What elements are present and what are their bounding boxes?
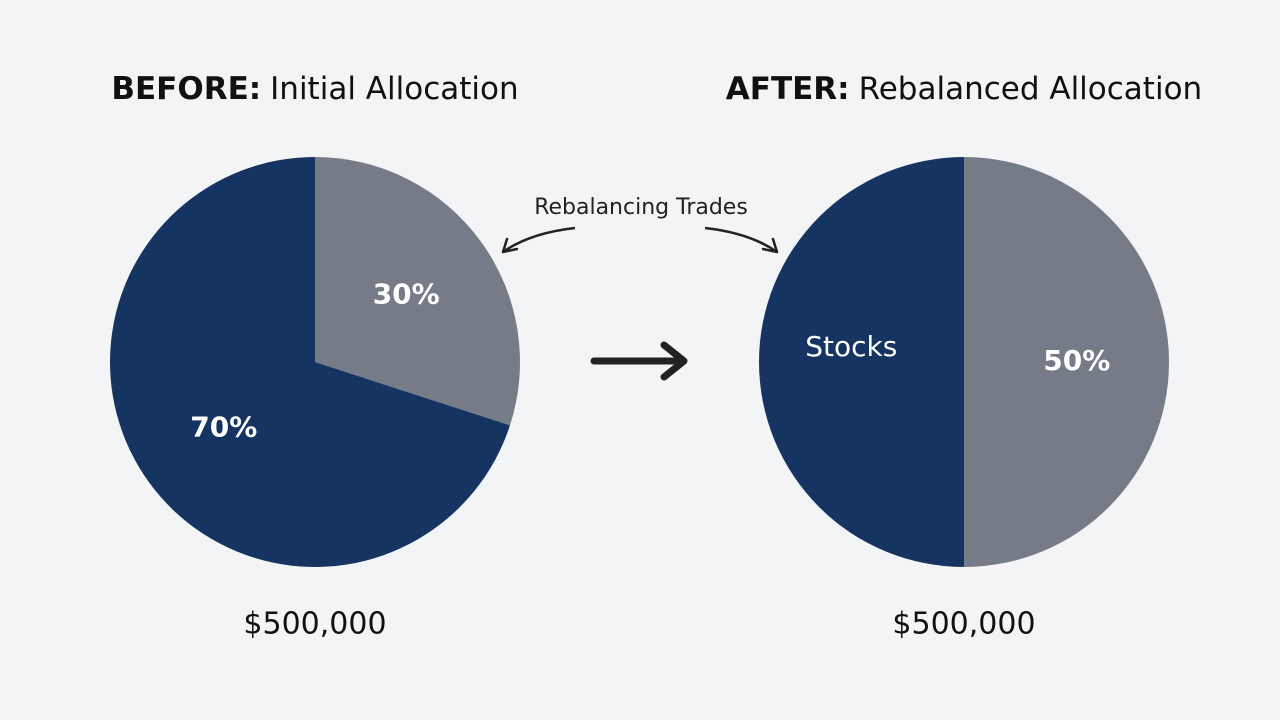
slice-value-label: 50% (1043, 344, 1110, 377)
curved-arrow (502, 226, 576, 254)
pie-slice (759, 157, 964, 567)
title-prefix: BEFORE: (111, 71, 261, 107)
title-text: Initial Allocation (270, 71, 518, 107)
pie-slice (109, 157, 510, 567)
portfolio-total: $500,000 (243, 607, 386, 642)
annotation: Rebalancing Trades (534, 195, 748, 220)
transition-arrow (590, 341, 688, 381)
chart-title: BEFORE: Initial Allocation (111, 71, 518, 107)
pie-slice (964, 157, 1169, 567)
slice-value-label: 30% (373, 278, 440, 311)
curved-arrow (704, 226, 778, 254)
title-text: Rebalanced Allocation (859, 71, 1203, 107)
pie-slice (315, 157, 520, 426)
slice-value-label: 70% (190, 410, 257, 443)
title-prefix: AFTER: (726, 71, 850, 107)
chart-title: AFTER: Rebalanced Allocation (726, 71, 1202, 107)
slice-category-label: Stocks (805, 330, 897, 363)
portfolio-total: $500,000 (892, 607, 1035, 642)
arrow-head (501, 237, 519, 254)
arrow-head (761, 237, 779, 254)
